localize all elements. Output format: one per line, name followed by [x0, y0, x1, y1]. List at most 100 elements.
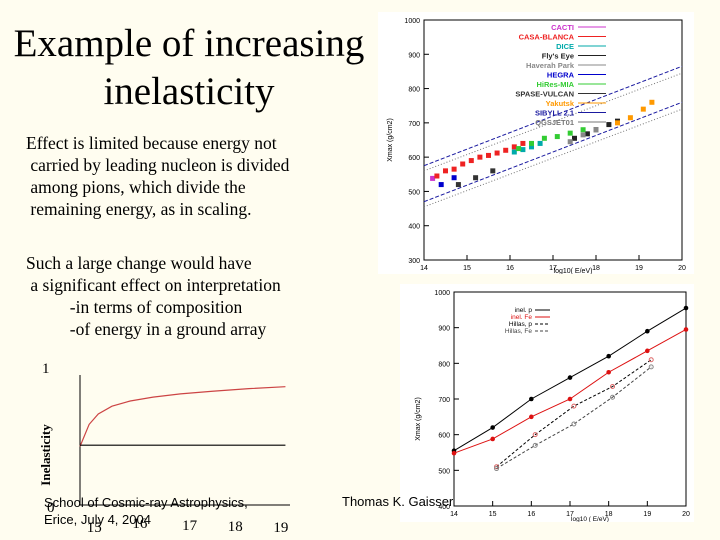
paragraph1-line-2: among pions, which divide the [26, 177, 246, 197]
point-1-3 [567, 396, 573, 402]
point-3-1 [532, 442, 538, 448]
paragraph2-line-0: Such a large change would have [26, 253, 252, 273]
x-tick-label-6: 20 [682, 511, 690, 518]
point-3-0 [494, 466, 500, 472]
x-tick-label-4: 19 [273, 520, 288, 536]
legend-label-1: inel. Fe [511, 314, 533, 321]
y-tick-label-0: 300 [408, 258, 420, 265]
point-7-1 [473, 175, 479, 181]
x-tick-label-3: 17 [549, 265, 557, 272]
xmax-model-chart: 400 500 600 700 800 900 1000 14 15 16 17 18 19 20 log1… [400, 284, 694, 522]
point-1-10 [520, 140, 526, 146]
point-3-0 [572, 135, 577, 141]
x-tick-label-6: 20 [678, 265, 686, 272]
x-tick-label-0: 15 [87, 520, 102, 536]
y-axis-label: Xmax (g/cm2) [387, 118, 394, 162]
legend-label-0: CACTI [551, 23, 574, 32]
point-4-2 [593, 127, 599, 133]
point-1-5 [477, 154, 483, 160]
point-8-3 [649, 99, 655, 105]
y-tick-label-3: 700 [438, 397, 450, 404]
point-1-1 [490, 436, 495, 442]
y-tick-label-4: 700 [408, 121, 420, 128]
point-1-6 [486, 152, 491, 158]
band-upper-0 [423, 65, 683, 167]
legend-label-7: SPASE-VULCAN [515, 90, 574, 99]
point-2-2 [529, 144, 534, 150]
point-1-5 [645, 348, 650, 354]
point-5-1 [451, 175, 457, 181]
point-0-6 [683, 305, 689, 311]
y-axis-label: Inelasticity [38, 424, 53, 486]
legend-label-3: Hillas, Fe [505, 328, 532, 335]
point-8-0 [615, 120, 620, 126]
y-tick-label-1: 1 [42, 361, 50, 377]
y-tick-label-1: 400 [408, 224, 420, 231]
y-axis-label: Xmax (g/cm2) [415, 397, 422, 441]
point-6-3 [554, 134, 560, 140]
point-1-8 [503, 147, 509, 153]
point-3-3 [610, 394, 616, 400]
legend-label-6: HiRes-MIA [536, 80, 574, 89]
x-tick-label-1: 16 [132, 516, 148, 532]
point-7-0 [455, 182, 461, 188]
y-tick-label-5: 800 [408, 87, 420, 94]
point-3-2 [571, 421, 577, 427]
point-6-4 [567, 130, 573, 136]
point-8-1 [627, 115, 633, 121]
series-line-3 [496, 366, 652, 469]
point-1-3 [460, 161, 466, 167]
x-tick-label-2: 16 [527, 511, 535, 518]
point-2-2 [571, 403, 577, 409]
legend-label-2: Hillas, p [509, 321, 533, 328]
point-8-2 [640, 106, 646, 112]
band-upper-1 [423, 72, 683, 172]
inelasticity-sketch: Inelasticity 0 1 15 16 17 18 19 [38, 361, 290, 536]
title-line-1: Example of increasing [13, 22, 365, 65]
point-4-0 [567, 139, 573, 145]
title-text: Example of increasing inelasticity [0, 20, 378, 116]
paragraph1-line-1: carried by leading nucleon is divided [26, 155, 290, 175]
point-0-0 [430, 175, 436, 181]
point-3-4 [648, 364, 654, 370]
point-1-2 [451, 166, 457, 172]
y-tick-label-7: 1000 [404, 18, 420, 25]
point-2-0 [511, 149, 517, 155]
x-tick-label-0: 14 [450, 511, 458, 518]
point-0-4 [606, 353, 611, 359]
point-7-2 [490, 168, 496, 174]
paragraph1-line-3: remaining energy, as in scaling. [26, 199, 252, 219]
y-tick-label-2: 500 [408, 189, 420, 196]
y-tick-label-6: 900 [408, 52, 420, 59]
x-tick-label-0: 14 [420, 265, 428, 272]
x-tick-label-1: 15 [489, 511, 497, 518]
point-2-1 [532, 432, 538, 438]
x-tick-label-4: 18 [605, 511, 613, 518]
point-6-5 [580, 127, 586, 133]
y-tick-label-0: 400 [438, 504, 450, 511]
point-1-2 [529, 414, 534, 420]
legend-label-3: Fly's Eye [542, 52, 574, 61]
x-tick-label-3: 18 [228, 519, 243, 535]
point-0-1 [490, 425, 495, 430]
point-6-1 [529, 140, 534, 146]
legend-label-2: DICE [556, 42, 574, 51]
point-2-0 [494, 464, 500, 470]
legend-label-0: inel. p [515, 307, 533, 314]
point-2-4 [648, 357, 654, 363]
point-6-0 [516, 146, 522, 152]
title-line-2: inelasticity [103, 70, 275, 113]
point-0-2 [529, 396, 534, 402]
paragraph2-line-2: -in terms of composition [26, 297, 243, 317]
x-axis-label: log10 ( E/eV) [571, 516, 609, 522]
y-tick-label-0: 0 [47, 500, 55, 516]
point-0-5 [645, 328, 650, 334]
legend-label-8: Yakutsk [546, 99, 575, 108]
legend-label-1: CASA-BLANCA [519, 33, 575, 42]
x-tick-label-3: 17 [566, 511, 574, 518]
legend-label-10: QGSJET01 [535, 118, 574, 127]
point-1-1 [443, 168, 448, 174]
x-tick-label-2: 17 [182, 518, 198, 534]
x-tick-label-1: 15 [463, 265, 471, 272]
footer-left: School of Cosmic-ray Astrophysics, Erice,… [44, 494, 248, 528]
